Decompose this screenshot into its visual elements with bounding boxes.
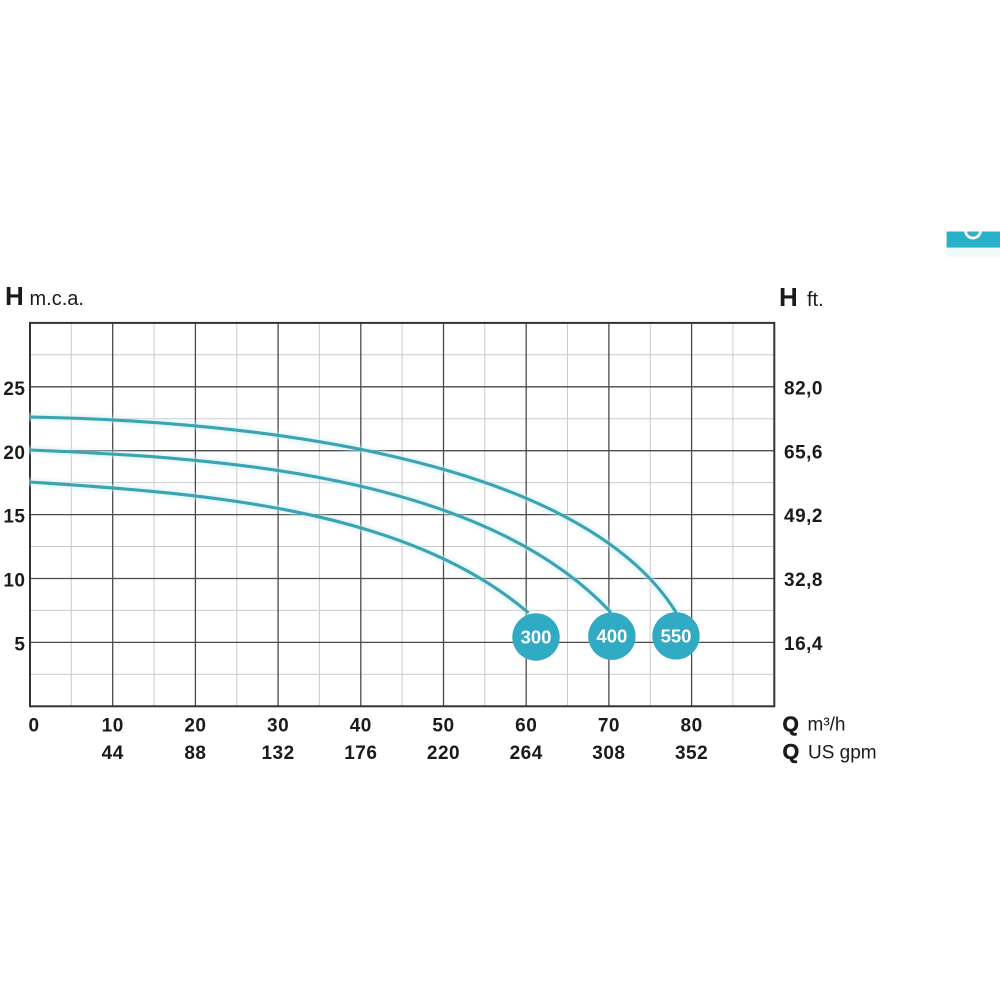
svg-text:264: 264 [510, 743, 543, 764]
svg-text:220: 220 [427, 743, 460, 764]
svg-text:30: 30 [267, 716, 289, 737]
svg-text:32,8: 32,8 [784, 570, 823, 591]
svg-text:65,6: 65,6 [784, 442, 823, 463]
svg-text:82,0: 82,0 [784, 379, 823, 400]
svg-text:Q: Q [783, 713, 799, 736]
svg-text:308: 308 [592, 743, 625, 764]
svg-text:50: 50 [432, 716, 454, 737]
svg-text:176: 176 [344, 743, 377, 764]
svg-text:m³/h: m³/h [808, 715, 846, 736]
svg-text:15: 15 [3, 507, 25, 528]
svg-text:US gpm: US gpm [808, 743, 877, 764]
svg-text:ft.: ft. [807, 289, 824, 311]
svg-text:16,4: 16,4 [784, 634, 823, 655]
svg-text:352: 352 [675, 743, 708, 764]
svg-text:10: 10 [102, 716, 124, 737]
svg-text:400: 400 [596, 626, 627, 647]
svg-text:132: 132 [261, 743, 294, 764]
svg-text:10: 10 [3, 571, 25, 592]
svg-text:0: 0 [28, 716, 39, 737]
svg-text:H: H [5, 281, 24, 311]
svg-text:88: 88 [184, 743, 206, 764]
svg-text:Q: Q [783, 739, 800, 763]
svg-text:20: 20 [3, 443, 25, 464]
svg-text:25: 25 [3, 379, 25, 400]
svg-text:550: 550 [661, 625, 692, 646]
svg-text:49,2: 49,2 [784, 506, 823, 527]
svg-text:44: 44 [102, 743, 124, 764]
svg-text:70: 70 [598, 716, 620, 737]
svg-text:5: 5 [14, 634, 25, 655]
svg-text:60: 60 [515, 716, 537, 737]
svg-text:20: 20 [184, 716, 206, 737]
svg-text:80: 80 [681, 716, 703, 737]
svg-text:m.c.a.: m.c.a. [30, 288, 84, 310]
svg-text:300: 300 [521, 627, 552, 648]
svg-text:40: 40 [350, 716, 372, 737]
svg-text:H: H [779, 282, 798, 312]
